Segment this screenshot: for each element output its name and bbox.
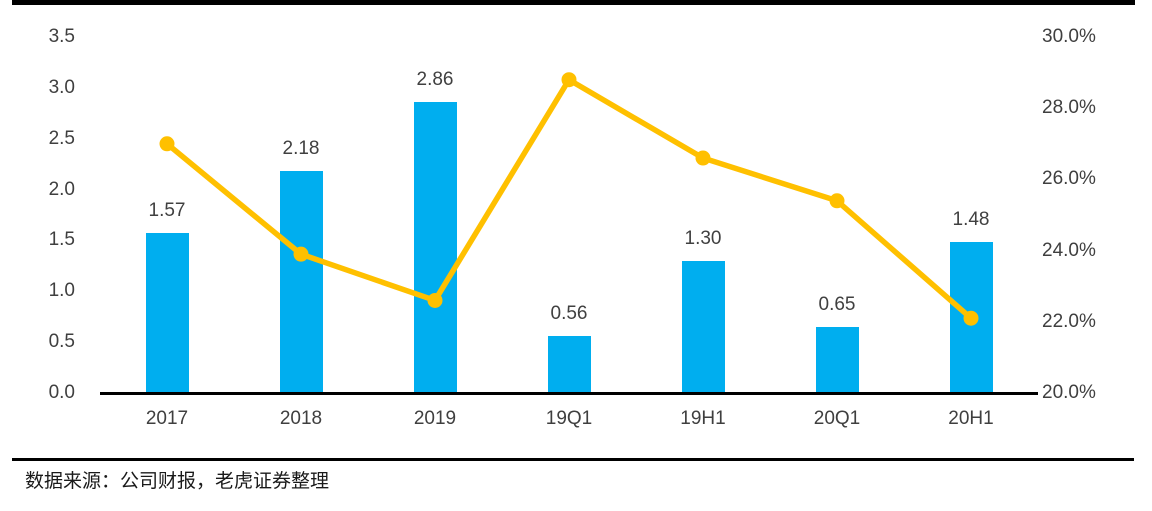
x-axis-category-label: 2019 <box>413 408 457 429</box>
bar <box>815 326 859 393</box>
left-axis-tick-label: 1.5 <box>48 229 75 251</box>
left-axis-tick-label: 1.0 <box>48 280 75 302</box>
top-border-line <box>12 0 1135 5</box>
right-axis-tick-label: 28.0% <box>1042 97 1096 119</box>
right-axis-tick-label: 24.0% <box>1042 239 1096 261</box>
bar <box>547 336 591 393</box>
left-axis-tick-label: 3.5 <box>48 26 75 47</box>
right-axis-tick-label: 26.0% <box>1042 168 1096 190</box>
bar-value-label: 2.86 <box>416 69 454 91</box>
line-marker <box>561 72 577 88</box>
bar-value-label: 0.56 <box>550 303 588 325</box>
x-axis-category-label: 19Q1 <box>545 408 593 429</box>
line-marker <box>829 193 845 209</box>
line-marker <box>695 150 711 166</box>
left-axis-tick-label: 3.0 <box>48 76 75 98</box>
bar-value-label: 0.65 <box>818 293 856 315</box>
dual-axis-chart: 3.5 3.0 2.5 2.0 1.5 1.0 0.5 0.0 30.0% 28.0% 26.0% 2… <box>48 26 1096 429</box>
x-axis-category-label: 20H1 <box>948 408 994 429</box>
right-axis-tick-label: 22.0% <box>1042 310 1096 332</box>
left-axis-tick-label: 2.0 <box>48 178 75 200</box>
line-marker <box>159 136 175 152</box>
x-axis-category-label: 20Q1 <box>813 408 861 429</box>
bar <box>949 242 993 393</box>
data-source-note: 数据来源：公司财报，老虎证券整理 <box>25 471 330 492</box>
right-axis-tick-label: 30.0% <box>1042 26 1096 47</box>
bar <box>413 102 457 393</box>
footer-separator-line <box>12 458 1134 461</box>
bar-value-label: 1.48 <box>952 209 990 231</box>
right-axis-tick-label: 20.0% <box>1042 382 1096 403</box>
bar-value-label: 1.30 <box>684 227 722 249</box>
bar-value-label: 2.18 <box>282 138 320 160</box>
bar-value-label: 1.57 <box>148 200 186 222</box>
left-axis-tick-label: 2.5 <box>48 127 75 149</box>
left-axis-tick-label: 0.5 <box>48 331 75 353</box>
x-axis-category-label: 19H1 <box>680 408 726 429</box>
x-axis-category-label: 2017 <box>145 408 189 429</box>
bar <box>279 171 323 393</box>
left-axis-tick-label: 0.0 <box>48 382 75 403</box>
x-axis-line <box>100 392 1038 395</box>
x-axis-category-label: 2018 <box>279 408 323 429</box>
bar <box>145 233 189 393</box>
bar <box>681 260 725 393</box>
